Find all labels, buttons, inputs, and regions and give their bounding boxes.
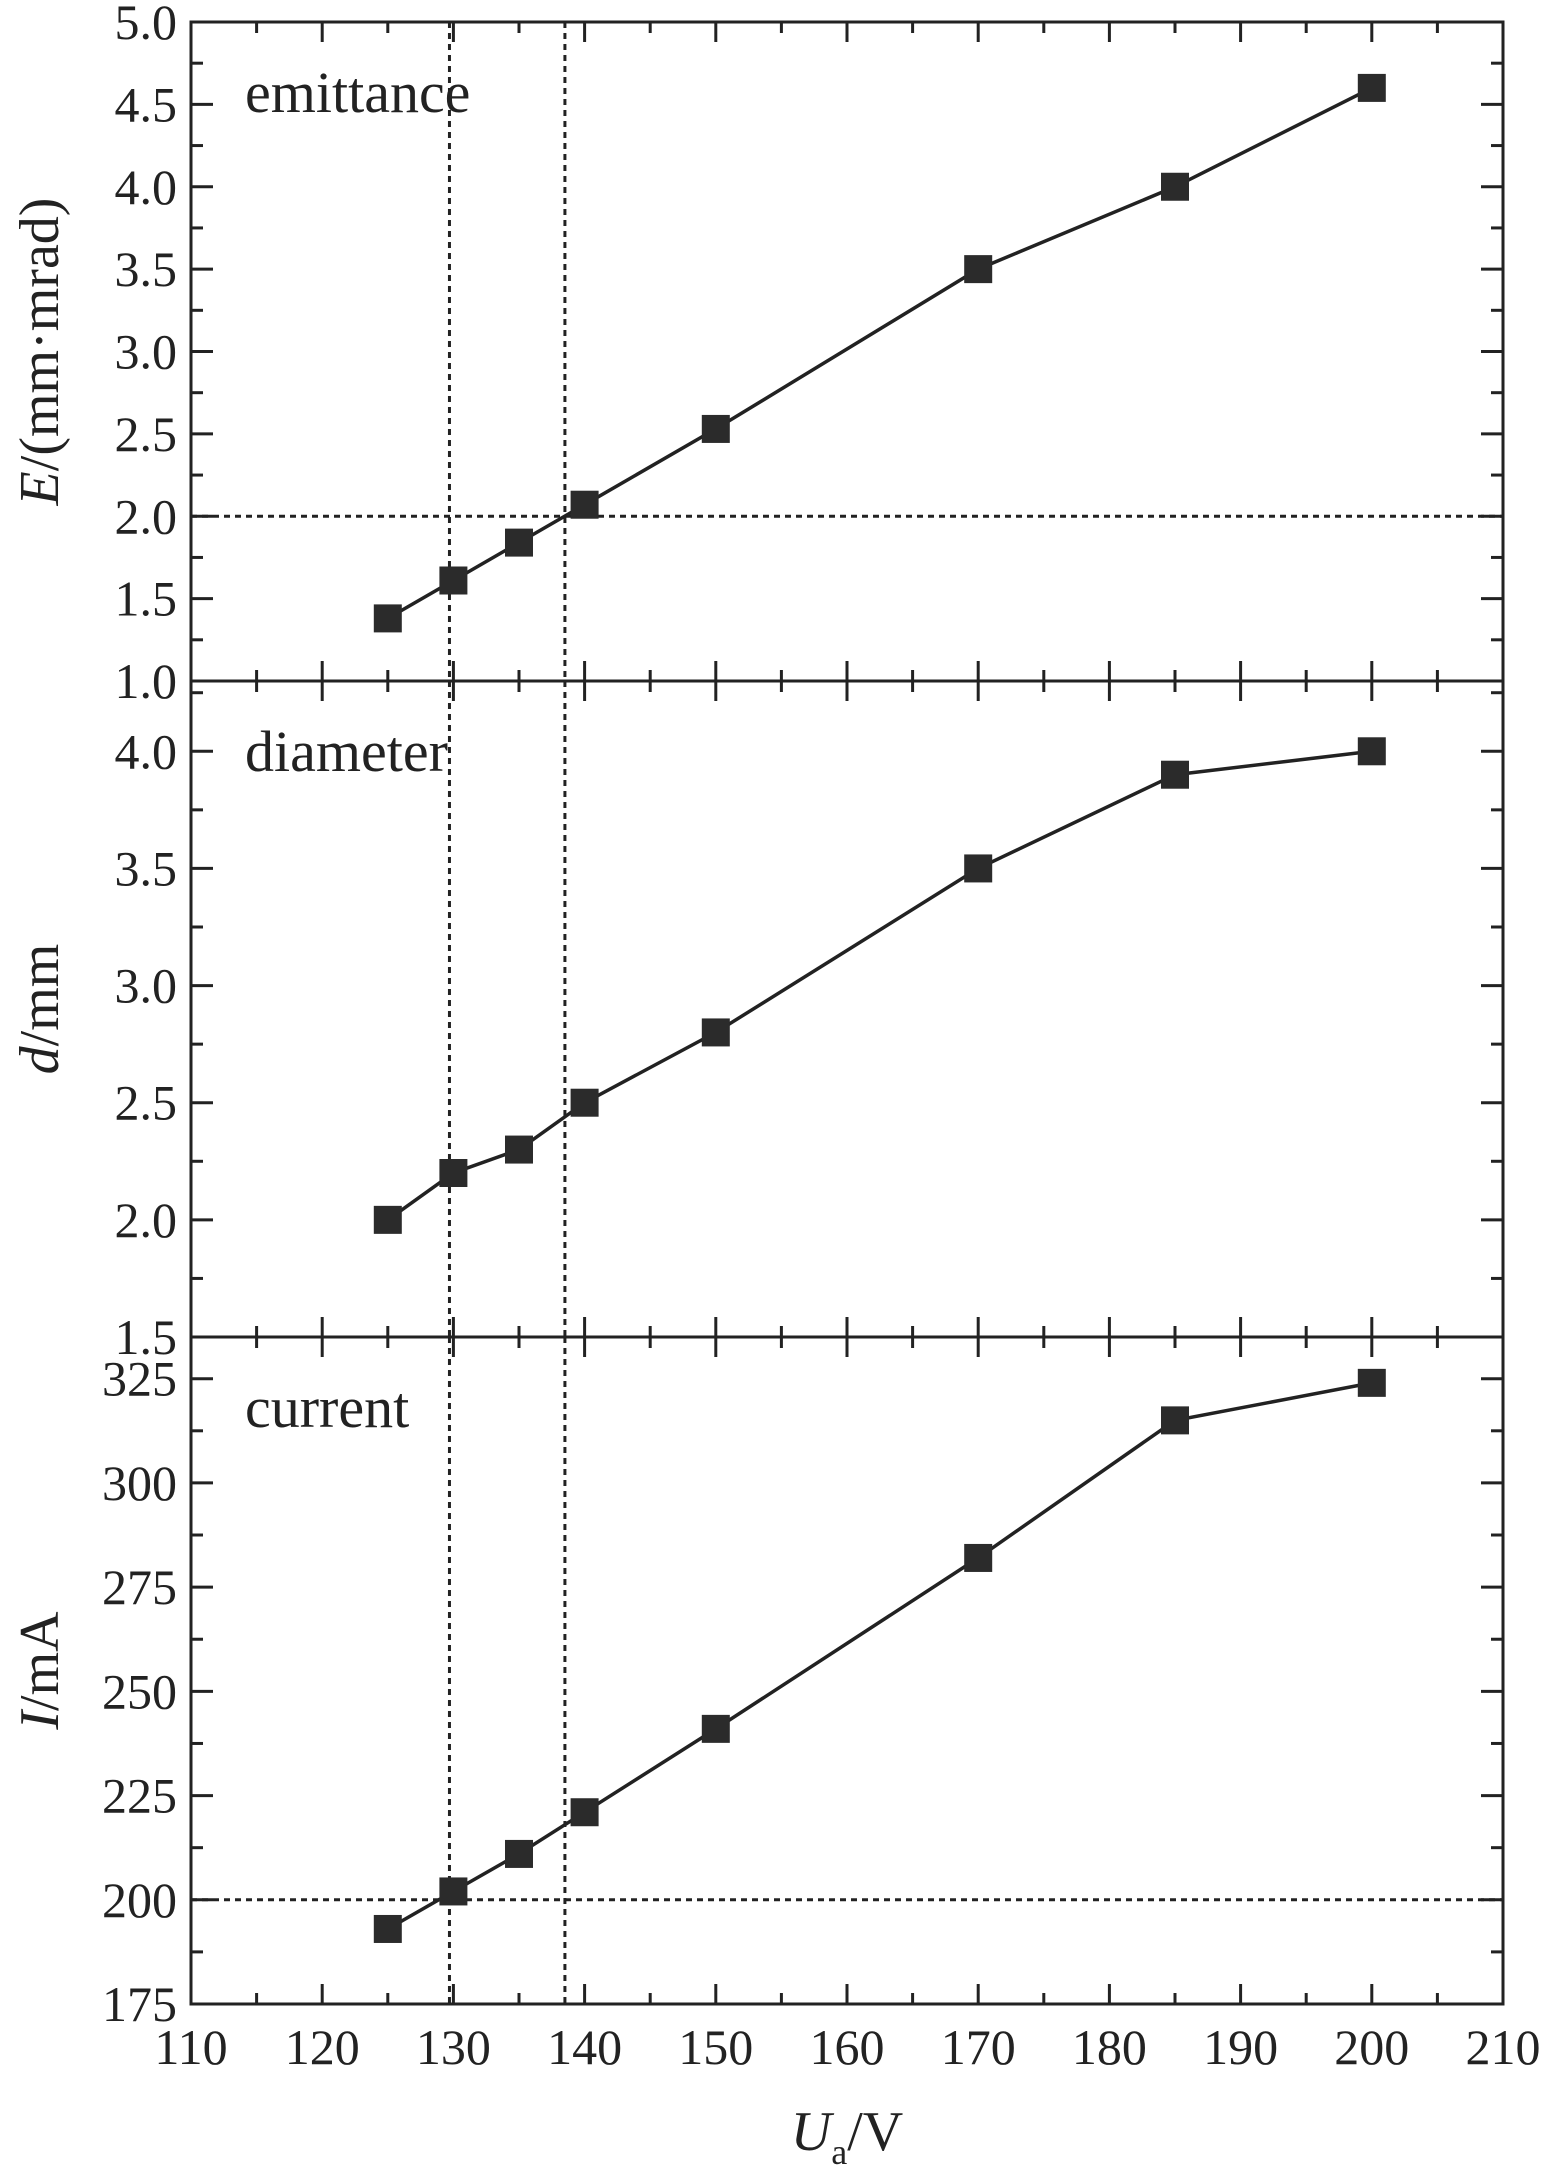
x-tick-label: 130 (416, 2019, 491, 2075)
y-tick-label: 4.5 (115, 76, 178, 132)
x-tick-label: 200 (1334, 2019, 1409, 2075)
data-point (701, 414, 730, 443)
data-point (964, 854, 993, 883)
y-tick-label: 3.0 (115, 324, 178, 380)
y-tick-label: 200 (102, 1872, 177, 1928)
y-axis-title: I/mA (9, 1611, 71, 1731)
y-axis-variable: E (9, 471, 71, 506)
y-tick-label: 250 (102, 1663, 177, 1719)
y-tick-label: 175 (102, 1976, 177, 2032)
panels-layer: 1.0 1.5 2.0 2.5 3.0 3.5 4.0 4.5 5.0 emittance E/(m… (9, 0, 1505, 2032)
panel-label: diameter (245, 719, 448, 784)
x-tick-label: 150 (678, 2019, 753, 2075)
data-point (373, 604, 402, 633)
x-axis-subscript: a (831, 2132, 847, 2172)
data-point (964, 1543, 993, 1572)
y-axis-title: d/mm (9, 944, 71, 1075)
y-tick-label: 275 (102, 1559, 177, 1615)
y-tick-label: 2.0 (115, 1192, 178, 1248)
data-point (439, 1159, 468, 1187)
x-axis-title: Ua/V (791, 2101, 903, 2172)
x-tick-label: 160 (810, 2019, 885, 2075)
x-tick-label: 110 (154, 2019, 227, 2075)
y-tick-label: 300 (102, 1455, 177, 1511)
data-point (1357, 737, 1386, 766)
data-point (1161, 1406, 1189, 1435)
data-point (570, 490, 599, 519)
y-axis-unit: /mm (9, 944, 71, 1047)
data-point (1161, 760, 1189, 789)
y-tick-label: 3.0 (115, 958, 178, 1014)
data-point (439, 566, 468, 595)
x-tick-label: 140 (547, 2019, 622, 2075)
y-tick-label: 1.5 (115, 1309, 178, 1365)
y-tick-label: 3.5 (115, 840, 178, 896)
x-tick-label: 170 (941, 2019, 1016, 2075)
y-axis-variable: I (9, 1709, 71, 1731)
y-axis-unit: /mA (9, 1611, 71, 1711)
panel-diameter: 1.5 2.0 2.5 3.0 3.5 4.0 diameter d/mm (9, 679, 1505, 1365)
data-point (701, 1714, 730, 1743)
panel-current: 175 200 225 250 275 300 325 current I/mA (9, 1335, 1505, 2032)
data-point (505, 1839, 533, 1868)
y-tick-label: 1.5 (115, 571, 178, 627)
y-tick-label: 2.0 (115, 488, 178, 544)
series-line (386, 1381, 1373, 1931)
y-axis-unit: /(mm·mrad) (9, 198, 71, 472)
panel-label: emittance (245, 60, 470, 125)
data-point (1357, 1368, 1386, 1397)
y-tick-label: 2.5 (115, 406, 178, 462)
y-axis-variable: d (9, 1045, 71, 1074)
y-axis-title: E/(mm·mrad) (9, 198, 71, 507)
x-tick-label: 180 (1072, 2019, 1147, 2075)
data-point (1357, 73, 1386, 102)
panel-label: current (245, 1375, 409, 1440)
x-tick-label: 190 (1203, 2019, 1278, 2075)
y-tick-label: 4.0 (115, 159, 178, 215)
data-point (439, 1877, 468, 1906)
y-tick-label: 5.0 (115, 0, 178, 50)
y-tick-label: 3.5 (115, 241, 178, 297)
data-point (570, 1798, 599, 1827)
x-axis-variable: U (791, 2101, 835, 2163)
x-tick-label: 120 (285, 2019, 360, 2075)
data-point (505, 1135, 533, 1164)
data-point (1161, 172, 1189, 201)
y-tick-label: 225 (102, 1768, 177, 1824)
data-point (505, 528, 533, 557)
x-tick-label: 210 (1466, 2019, 1541, 2075)
panel-emittance: 1.0 1.5 2.0 2.5 3.0 3.5 4.0 4.5 5.0 emittance E/(m… (9, 0, 1505, 709)
data-point (964, 255, 993, 284)
y-tick-label: 4.0 (115, 723, 178, 779)
data-point (373, 1205, 402, 1234)
series-line (386, 749, 1373, 1222)
x-axis-unit: /V (847, 2101, 903, 2163)
y-tick-label: 1.0 (115, 653, 178, 709)
data-point (701, 1018, 730, 1047)
y-tick-label: 2.5 (115, 1075, 178, 1131)
data-point (570, 1088, 599, 1117)
data-point (373, 1914, 402, 1943)
series-line (386, 86, 1373, 620)
y-tick-label: 325 (102, 1351, 177, 1407)
x-axis: 110 120 130 140 150 160 170 180 190 200 210 Ua/V (154, 2019, 1540, 2172)
